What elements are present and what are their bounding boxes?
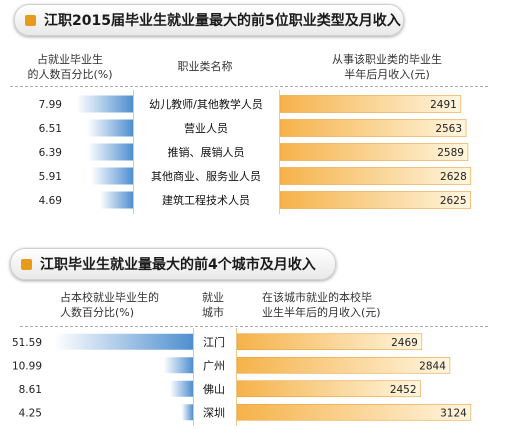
category-label: 幼儿教师/其他教学人员 [149, 97, 263, 111]
chart2-title: 江职毕业生就业量最大的前4个城市及月收入 [40, 257, 316, 273]
category-label: 其他商业、服务业人员 [151, 169, 261, 183]
right-value-label: 2452 [390, 384, 417, 396]
left-value-label: 6.39 [39, 147, 62, 159]
left-bar [99, 191, 133, 209]
right-bar [236, 403, 472, 421]
left-value-label: 8.61 [19, 384, 42, 396]
left-bar [169, 380, 193, 397]
right-value-label: 2589 [437, 147, 464, 159]
title-marker-icon [21, 258, 32, 270]
left-bar [181, 404, 193, 421]
left-bar [87, 119, 133, 137]
left-value-label: 6.51 [39, 123, 62, 135]
left-bar [163, 357, 193, 374]
left-value-label: 5.91 [39, 171, 62, 183]
right-value-label: 2844 [419, 360, 446, 372]
chart1-right-header: 从事该职业类的毕业生 半年后月收入(元) [332, 53, 442, 81]
title-marker-icon [25, 14, 36, 26]
right-value-label: 3124 [440, 407, 467, 419]
right-value-label: 2628 [440, 171, 467, 183]
chart2-left-header: 占本校就业毕业生的 人数百分比(%) [60, 291, 159, 319]
left-value-label: 10.99 [12, 360, 42, 372]
chart1-header-separator [10, 86, 488, 87]
left-value-label: 51.59 [12, 337, 42, 349]
category-label: 建筑工程技术人员 [162, 193, 250, 207]
left-bar [87, 143, 133, 161]
chart1-title-bar: 江职2015届毕业生就业量最大的前5位职业类型及月收入 [14, 4, 404, 36]
right-value-label: 2469 [391, 337, 418, 349]
left-value-label: 4.25 [19, 407, 42, 419]
chart1-left-header: 占就业毕业生 的人数百分比(%) [27, 53, 113, 81]
category-label: 深圳 [203, 406, 225, 419]
chart1-plot: 7.99 幼儿教师/其他教学人员 2491 6.51 营业人员 2563 6.39 推销、展销… [39, 90, 472, 214]
left-bar [76, 95, 133, 113]
left-bar [54, 333, 193, 350]
chart2-right-header: 在该城市就业的本校毕 业生半年后的月收入(元) [262, 291, 381, 319]
chart2-middle-header: 就业 城市 [202, 291, 224, 319]
chart1-middle-header: 职业类名称 [177, 60, 233, 73]
right-value-label: 2625 [440, 195, 467, 207]
chart2-plot: 51.59 江门 2469 10.99 广州 2844 8.61 佛山 2452 4.25 深圳 31… [12, 328, 472, 426]
right-value-label: 2563 [435, 123, 462, 135]
chart2-title-bar: 江职毕业生就业量最大的前4个城市及月收入 [10, 248, 336, 280]
chart1-title: 江职2015届毕业生就业量最大的前5位职业类型及月收入 [44, 13, 401, 29]
chart2-header-separator [20, 326, 488, 327]
left-bar [91, 167, 133, 185]
right-value-label: 2491 [430, 99, 457, 111]
category-label: 广州 [203, 359, 225, 372]
category-label: 推销、展销人员 [168, 145, 245, 159]
category-label: 营业人员 [184, 121, 228, 135]
category-label: 佛山 [203, 383, 225, 396]
left-value-label: 7.99 [39, 99, 62, 111]
right-bar [236, 356, 451, 374]
category-label: 江门 [203, 335, 225, 349]
left-value-label: 4.69 [39, 195, 62, 207]
